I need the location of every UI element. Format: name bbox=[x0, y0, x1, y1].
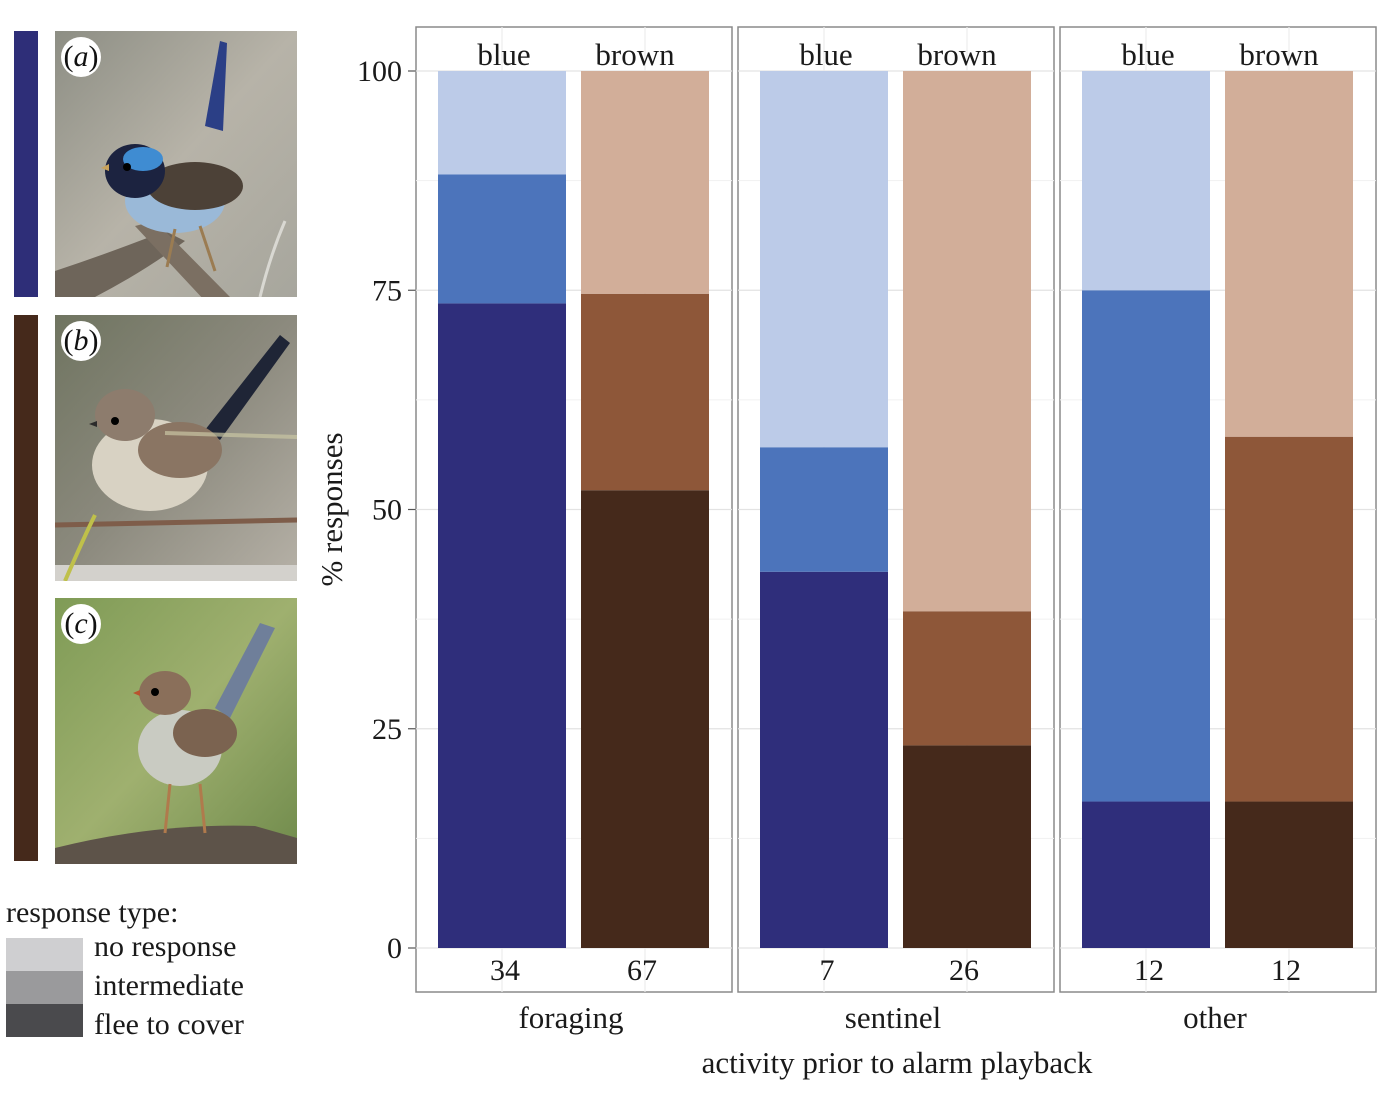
bar-segment-other-brown-flee-to-cover bbox=[1225, 801, 1353, 948]
panel-label-close: ) bbox=[88, 40, 99, 73]
blue-male-fairywren-photo bbox=[55, 31, 297, 297]
bar-segment-sentinel-brown-flee-to-cover bbox=[903, 745, 1031, 948]
bar-segment-sentinel-brown-no-response bbox=[903, 71, 1031, 612]
legend: response type: no response intermediate … bbox=[6, 896, 306, 1046]
legend-swatch-intermediate bbox=[6, 971, 83, 1004]
sample-size-label: 12 bbox=[1271, 954, 1301, 987]
facet-label-sentinel: sentinel bbox=[845, 1000, 941, 1035]
panel-label-open: ( bbox=[64, 607, 75, 640]
panel-label-b: (b) bbox=[61, 321, 101, 361]
y-tick-label: 25 bbox=[372, 713, 402, 746]
panel-label-letter: c bbox=[74, 607, 88, 640]
legend-label-flee-to-cover: flee to cover bbox=[94, 1008, 244, 1041]
panel-label-a: (a) bbox=[61, 37, 101, 77]
sample-size-label: 67 bbox=[627, 954, 657, 987]
panel-label-c: (c) bbox=[61, 604, 101, 644]
panel-label-close: ) bbox=[87, 607, 98, 640]
category-label-brown: brown bbox=[595, 37, 675, 72]
category-label-brown: brown bbox=[1239, 37, 1319, 72]
bar-segment-foraging-brown-no-response bbox=[581, 71, 709, 294]
bar-segment-other-brown-intermediate bbox=[1225, 436, 1353, 802]
facet-label-other: other bbox=[1183, 1000, 1247, 1035]
stacked-bar-chart: 0 25 50 75 100 % responses blue 34 brown 67foragi… bbox=[314, 26, 1377, 1080]
y-tick-label: 100 bbox=[357, 55, 402, 88]
bar-segment-foraging-blue-no-response bbox=[438, 71, 566, 175]
y-tick-label: 0 bbox=[387, 932, 402, 965]
panel-label-close: ) bbox=[88, 324, 99, 357]
panel-label-open: ( bbox=[63, 40, 74, 73]
bar-segment-foraging-blue-intermediate bbox=[438, 174, 566, 304]
panel-label-letter: b bbox=[73, 324, 89, 357]
bar-segment-sentinel-blue-flee-to-cover bbox=[760, 571, 888, 948]
bar-segment-other-blue-no-response bbox=[1082, 71, 1210, 291]
panel-label-open: ( bbox=[63, 324, 74, 357]
photo-panel-b: (b) bbox=[55, 315, 297, 581]
category-label-blue: blue bbox=[1121, 37, 1174, 72]
y-tick-label: 75 bbox=[372, 274, 402, 307]
y-axis-title: % responses bbox=[314, 432, 349, 586]
brown-fairywren-photo bbox=[55, 315, 297, 581]
sample-size-label: 12 bbox=[1134, 954, 1164, 987]
photo-panel-c: (c) bbox=[55, 598, 297, 864]
bar-segment-foraging-blue-flee-to-cover bbox=[438, 303, 566, 948]
category-label-blue: blue bbox=[477, 37, 530, 72]
sample-size-label: 26 bbox=[949, 954, 979, 987]
photo-panel-a: (a) bbox=[55, 31, 297, 297]
brown-group-bar bbox=[14, 315, 38, 861]
bar-segment-other-blue-intermediate bbox=[1082, 290, 1210, 802]
category-label-brown: brown bbox=[917, 37, 997, 72]
x-axis-title: activity prior to alarm playback bbox=[702, 1045, 1093, 1080]
bar-segment-foraging-brown-flee-to-cover bbox=[581, 490, 709, 948]
sample-size-label: 34 bbox=[490, 954, 520, 987]
legend-swatch-flee-to-cover bbox=[6, 1004, 83, 1037]
brown-female-fairywren-photo bbox=[55, 598, 297, 864]
legend-label-no-response: no response bbox=[94, 930, 237, 963]
panel-label-letter: a bbox=[73, 40, 89, 73]
bar-segment-sentinel-blue-intermediate bbox=[760, 447, 888, 572]
bar-segment-other-brown-no-response bbox=[1225, 71, 1353, 437]
legend-swatch-no-response bbox=[6, 938, 83, 971]
category-label-blue: blue bbox=[799, 37, 852, 72]
blue-group-bar bbox=[14, 31, 38, 297]
sample-size-label: 7 bbox=[820, 954, 835, 987]
y-tick-label: 50 bbox=[372, 494, 402, 527]
bar-segment-foraging-brown-intermediate bbox=[581, 293, 709, 491]
legend-label-intermediate: intermediate bbox=[94, 969, 244, 1002]
facet-label-foraging: foraging bbox=[518, 1000, 623, 1035]
bar-segment-sentinel-brown-intermediate bbox=[903, 611, 1031, 746]
bar-segment-sentinel-blue-no-response bbox=[760, 71, 888, 448]
bar-segment-other-blue-flee-to-cover bbox=[1082, 801, 1210, 948]
legend-title: response type: bbox=[6, 896, 179, 929]
